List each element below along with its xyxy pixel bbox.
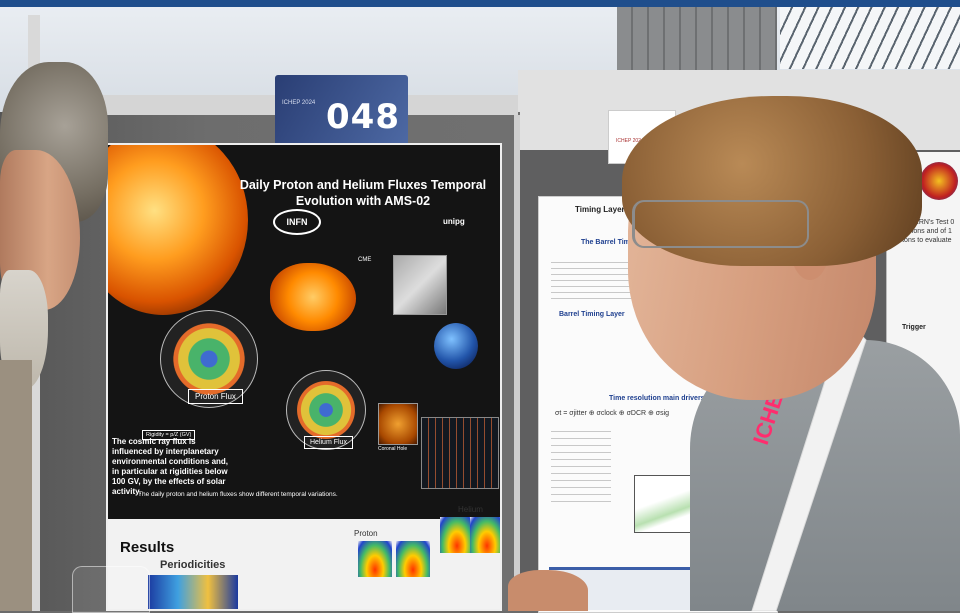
proton-polar-plot: [160, 310, 258, 408]
cms-logo: [920, 162, 958, 200]
ceiling-trim: [0, 0, 960, 7]
glass-cup: [72, 566, 150, 613]
proton-spectrum-plot: [396, 541, 430, 577]
pointing-hand: [508, 570, 588, 611]
infn-logo: INFN: [273, 209, 321, 235]
board-sign-conference: ICHEP 2024: [282, 100, 316, 106]
helium-spectrum-plot: [470, 517, 500, 553]
cme-image: [270, 263, 356, 331]
timing-poster-title: Timing Layer perfo: [575, 205, 647, 214]
proton-column-label: Proton: [354, 529, 378, 538]
rigidity-label: Rigidity = p/Z (GV): [142, 430, 196, 440]
unipg-logo: unipg: [443, 217, 465, 226]
variations-text: The daily proton and helium fluxes show …: [138, 491, 338, 498]
left-person-body: [0, 360, 32, 611]
trigger-label: Trigger: [902, 324, 926, 331]
wavelet-plot: [148, 575, 238, 609]
panel-frame-divider: [514, 115, 520, 611]
cms-poster-text: es at CERN's Test 0 GeV pions and of 1 p…: [892, 219, 955, 244]
barrel-timing-layer-label: Barrel Timing Layer: [559, 311, 625, 318]
cme-label: CME: [358, 257, 372, 263]
flux-timeseries-plot: [421, 417, 499, 489]
time-resolution-heading: Time resolution main drivers: [609, 395, 705, 402]
results-heading: Results: [120, 539, 175, 556]
coronal-hole-label: Coronal Hole: [378, 446, 408, 452]
ams-detector-image: [393, 255, 447, 315]
eyeglasses: [632, 200, 809, 248]
periodicities-heading: Periodicities: [160, 559, 226, 571]
timing-poster-column-text: [551, 425, 611, 505]
board-number: 048: [326, 97, 400, 137]
coronal-hole-image: [378, 403, 418, 445]
poster-title: Daily Proton and Helium Fluxes Temporal …: [239, 178, 487, 208]
helium-spectrum-plot: [440, 517, 474, 553]
ceiling-slats: [780, 7, 960, 69]
right-person-hair: [622, 96, 922, 266]
sun-image: [108, 145, 248, 315]
main-poster: Daily Proton and Helium Fluxes Temporal …: [106, 143, 502, 611]
cosmic-ray-text: The cosmic ray flux is influenced by int…: [112, 437, 229, 496]
earth-image: [434, 323, 478, 369]
helium-column-label: Helium: [458, 505, 483, 514]
proton-spectrum-plot: [358, 541, 392, 577]
helium-flux-label: Helium Flux: [304, 436, 353, 449]
ichep-sign-text: ICHEP 2024: [616, 138, 644, 144]
proton-flux-label: Proton Flux: [188, 389, 243, 404]
time-resolution-formula: σt = σjitter ⊕ σclock ⊕ σDCR ⊕ σsig: [555, 410, 670, 417]
board-number-sign: [275, 75, 408, 153]
